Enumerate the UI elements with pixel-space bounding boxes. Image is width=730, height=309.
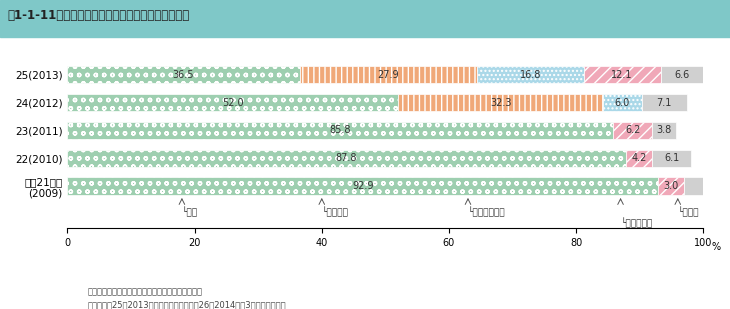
Text: 6.1: 6.1 — [664, 153, 680, 163]
Bar — [477, 66, 584, 83]
Bar — [67, 150, 626, 167]
Text: └米国: └米国 — [182, 207, 198, 218]
Text: 7.1: 7.1 — [656, 98, 672, 108]
Bar — [299, 66, 477, 83]
Text: 6.6: 6.6 — [674, 70, 689, 80]
Text: 3.0: 3.0 — [664, 181, 679, 191]
Text: 16.8: 16.8 — [520, 70, 541, 80]
Text: └ウクライナ: └ウクライナ — [620, 218, 653, 229]
Text: 36.5: 36.5 — [173, 70, 194, 80]
Text: 6.0: 6.0 — [615, 98, 630, 108]
Bar — [67, 94, 398, 111]
Text: 12.1: 12.1 — [612, 70, 633, 80]
Text: 4.2: 4.2 — [631, 153, 647, 163]
Bar — [67, 122, 613, 139]
Bar — [642, 94, 687, 111]
Text: 6.2: 6.2 — [625, 125, 640, 135]
Text: └アルゼンチン: └アルゼンチン — [468, 207, 506, 218]
Text: 85.8: 85.8 — [329, 125, 351, 135]
Text: 87.8: 87.8 — [336, 153, 357, 163]
Text: └その他: └その他 — [677, 207, 699, 218]
Bar — [398, 94, 604, 111]
Bar — [67, 66, 299, 83]
Bar — [658, 177, 684, 195]
Bar — [584, 66, 661, 83]
Bar — [626, 150, 653, 167]
Bar — [67, 177, 658, 195]
Bar — [653, 150, 691, 167]
Text: 3.8: 3.8 — [657, 125, 672, 135]
Text: 図1-1-11　飼料用とうもろこしの調達先割合の推移: 図1-1-11 飼料用とうもろこしの調達先割合の推移 — [7, 9, 190, 22]
Text: 92.9: 92.9 — [352, 181, 374, 191]
Bar — [661, 66, 702, 83]
Text: 32.3: 32.3 — [490, 98, 512, 108]
X-axis label: %: % — [711, 242, 721, 252]
Text: 52.0: 52.0 — [222, 98, 244, 108]
Bar — [653, 122, 677, 139]
Bar — [684, 177, 703, 195]
Text: 資料：財務省「貿易統計」を基に農林水産省で作成: 資料：財務省「貿易統計」を基に農林水産省で作成 — [88, 288, 203, 297]
Bar — [604, 94, 642, 111]
Text: └ブラジル: └ブラジル — [322, 207, 349, 218]
Text: 27.9: 27.9 — [377, 70, 399, 80]
Bar — [613, 122, 653, 139]
Text: 注：平成25（2013）年度について、平成26（2014）年3月分は速報値。: 注：平成25（2013）年度について、平成26（2014）年3月分は速報値。 — [88, 300, 286, 309]
